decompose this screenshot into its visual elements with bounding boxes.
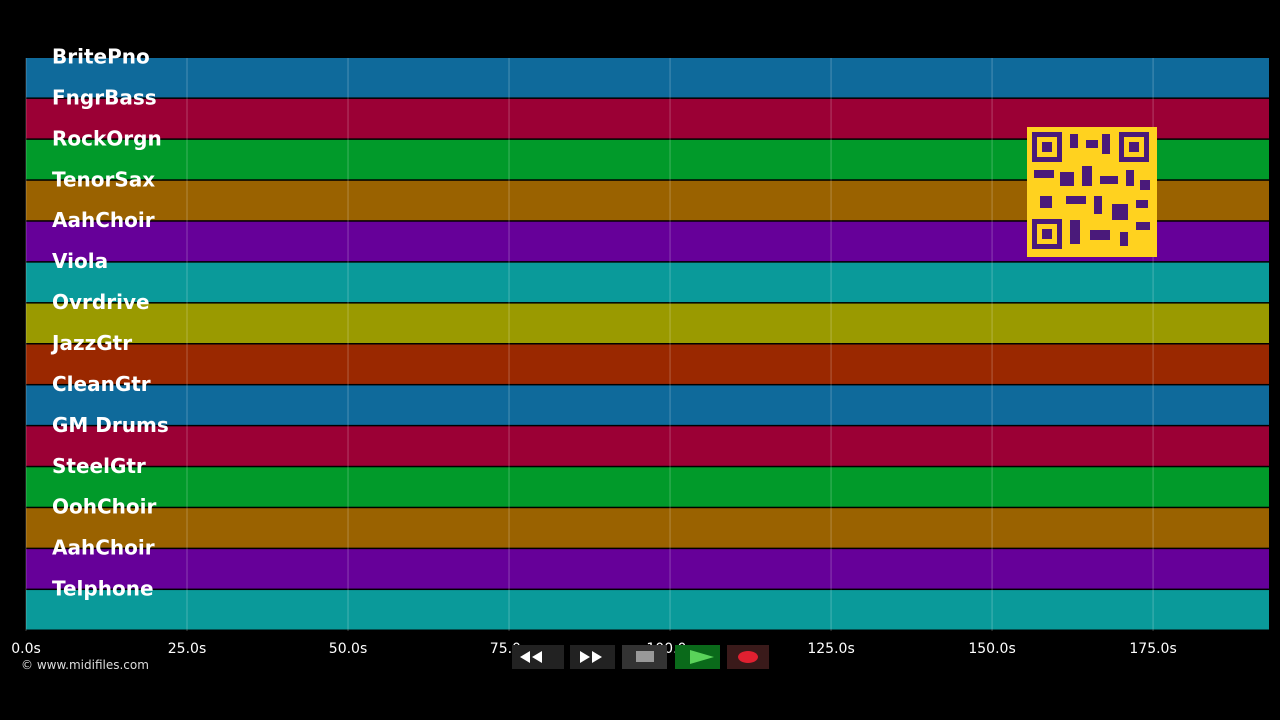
track-name: RockOrgn — [52, 126, 162, 150]
track-name: GM Drums — [52, 413, 169, 437]
track-row — [26, 303, 1269, 343]
record-button[interactable] — [727, 645, 769, 669]
x-tick-label: 175.0s — [1129, 641, 1176, 657]
transport — [512, 645, 769, 669]
track-name: OohChoir — [52, 495, 156, 519]
track-name: Viola — [52, 249, 108, 273]
track-row — [26, 262, 1269, 303]
stop-button[interactable] — [622, 645, 667, 669]
track-row — [26, 590, 1269, 630]
x-tick-label: 150.0s — [968, 641, 1015, 657]
track-name: JazzGtr — [50, 331, 132, 355]
x-tick-label: 0.0s — [11, 641, 41, 657]
track-row — [26, 58, 1269, 98]
track-name: SteelGtr — [52, 454, 146, 478]
x-tick-label: 25.0s — [168, 641, 206, 657]
play-button[interactable] — [675, 645, 720, 669]
track-name: Telphone — [52, 577, 154, 601]
track-row — [26, 508, 1269, 548]
x-tick-label: 125.0s — [807, 641, 854, 657]
footer: © www.midifiles.com — [21, 658, 149, 672]
track-row — [26, 426, 1269, 466]
track-row — [26, 467, 1269, 507]
track-name: BritePno — [52, 45, 150, 69]
grid — [25, 58, 1154, 631]
time-axis: 0.0s 25.0s 50.0s 75.0s 100.0s 125.0s 150.0s 175… — [11, 641, 1177, 657]
track-name: FngrBass — [52, 85, 157, 109]
track-labels: BritePno FngrBass RockOrgn TenorSax AahChoir… — [50, 45, 169, 601]
track-name: Ovrdrive — [52, 290, 150, 314]
track-name: CleanGtr — [52, 372, 151, 396]
track-row — [26, 344, 1269, 384]
rewind-button[interactable] — [512, 645, 564, 669]
track-name: TenorSax — [52, 167, 155, 191]
track-name: AahChoir — [52, 536, 155, 560]
track-name: AahChoir — [52, 208, 155, 232]
track-row — [26, 549, 1269, 589]
forward-button[interactable] — [570, 645, 615, 669]
qr-code — [1027, 127, 1157, 257]
x-tick-label: 50.0s — [329, 641, 367, 657]
track-row — [26, 385, 1269, 425]
